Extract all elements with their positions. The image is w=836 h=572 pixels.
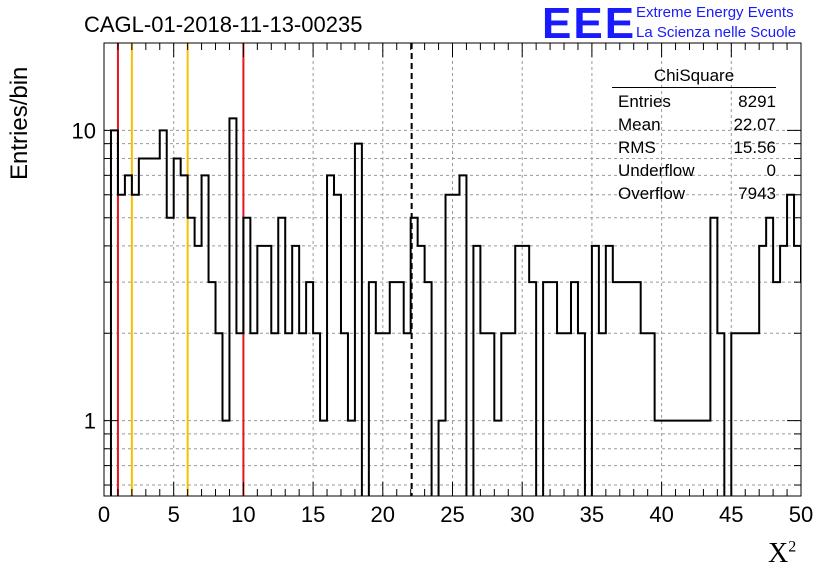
- x-tick-label: 35: [580, 502, 604, 527]
- stats-title: ChiSquare: [612, 66, 776, 88]
- x-tick-label: 0: [98, 502, 110, 527]
- stats-label: Entries: [618, 92, 671, 111]
- x-tick-label: 50: [789, 502, 813, 527]
- stats-label: RMS: [618, 138, 656, 157]
- stats-label: Overflow: [618, 184, 686, 203]
- stats-row-underflow: Underflow 0: [612, 159, 776, 182]
- y-tick-label: 1: [84, 409, 96, 434]
- stats-label: Underflow: [618, 161, 695, 180]
- x-axis-label: X2: [768, 538, 797, 569]
- stats-value: 15.56: [733, 138, 776, 157]
- stats-value: 7943: [738, 184, 776, 203]
- logo-line-2: La Scienza nelle Scuole: [636, 24, 797, 41]
- stats-row-overflow: Overflow 7943: [612, 182, 776, 205]
- y-axis-label: Entries/bin: [6, 66, 33, 180]
- stats-label: Mean: [618, 115, 661, 134]
- x-tick-label: 25: [440, 502, 464, 527]
- stats-row-rms: RMS 15.56: [612, 136, 776, 159]
- stats-row-entries: Entries 8291: [612, 90, 776, 113]
- x-tick-label: 30: [510, 502, 534, 527]
- y-tick-label: 10: [72, 118, 96, 143]
- x-tick-label: 45: [719, 502, 743, 527]
- stats-value: 0: [766, 161, 776, 180]
- x-tick-label: 15: [301, 502, 325, 527]
- stats-value: 22.07: [733, 115, 776, 134]
- x-tick-label: 5: [168, 502, 180, 527]
- stats-box: ChiSquare Entries 8291 Mean 22.07 RMS 15…: [612, 66, 776, 205]
- stats-row-mean: Mean 22.07: [612, 113, 776, 136]
- eee-logo: EEE: [542, 0, 637, 48]
- stats-value: 8291: [738, 92, 776, 111]
- x-tick-label: 20: [371, 502, 395, 527]
- x-tick-label: 10: [231, 502, 255, 527]
- histogram-series: [109, 117, 801, 496]
- x-tick-label: 40: [649, 502, 673, 527]
- logo-line-1: Extreme Energy Events: [636, 4, 794, 21]
- chart-title: CAGL-01-2018-11-13-00235: [84, 12, 363, 37]
